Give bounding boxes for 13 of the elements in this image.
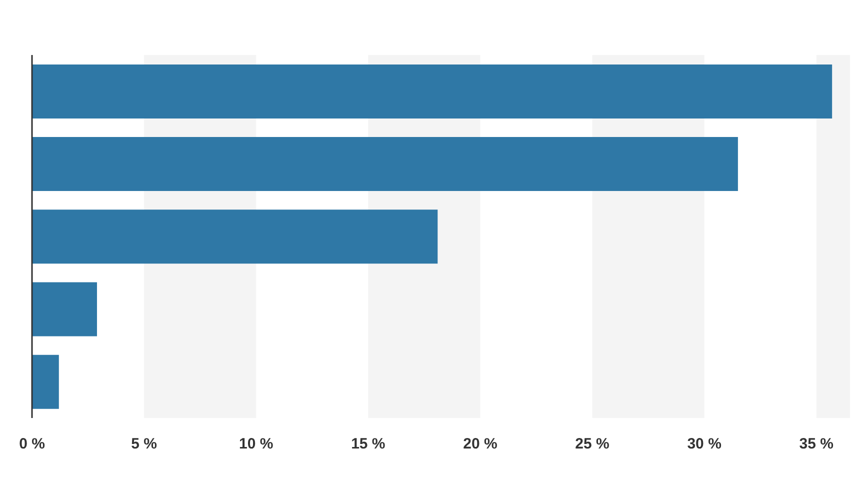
bar — [32, 137, 738, 192]
bar — [32, 210, 438, 264]
x-tick-label: 35 % — [799, 436, 834, 453]
bar — [32, 282, 97, 336]
bar — [32, 64, 832, 118]
x-tick-label: 30 % — [687, 436, 722, 453]
x-tick-label: 25 % — [575, 436, 610, 453]
x-tick-label: 10 % — [239, 436, 274, 453]
bar — [32, 354, 59, 409]
x-tick-label: 0 % — [19, 436, 45, 453]
x-tick-label: 5 % — [131, 436, 157, 453]
x-tick-label: 15 % — [351, 436, 386, 453]
x-tick-label: 20 % — [463, 436, 498, 453]
